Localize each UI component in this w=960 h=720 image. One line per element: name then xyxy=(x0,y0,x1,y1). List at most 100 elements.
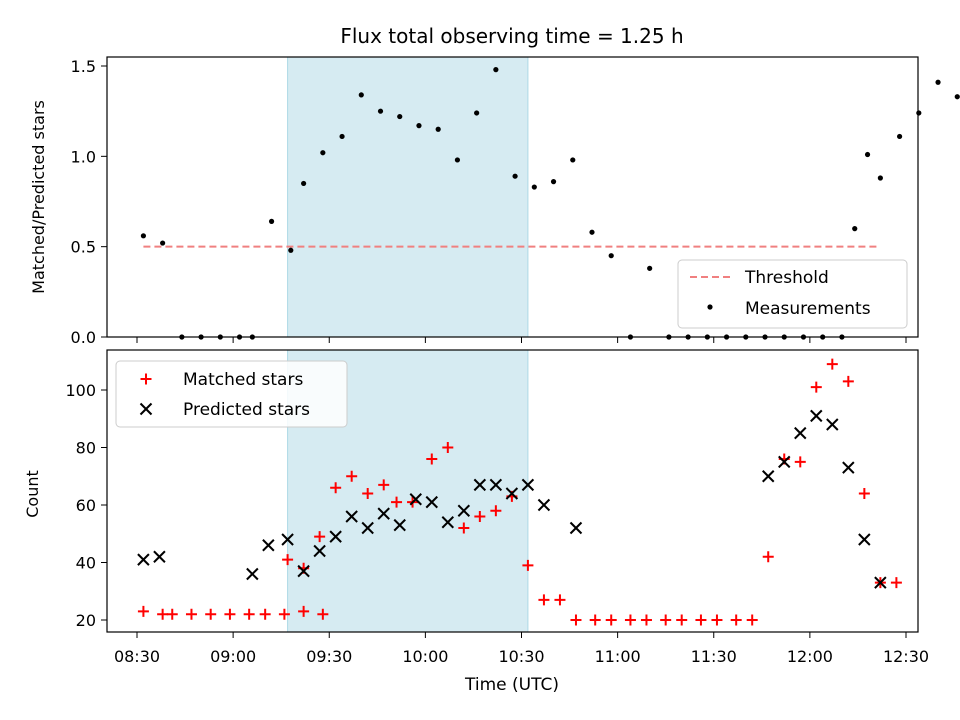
predicted-star-point xyxy=(826,418,839,431)
matched-star-point xyxy=(676,614,688,626)
matched-star-point xyxy=(362,488,374,499)
predicted-star-point xyxy=(521,478,535,492)
measurement-point xyxy=(589,229,595,235)
predicted-star-point xyxy=(858,533,871,546)
matched-star-point xyxy=(378,479,390,491)
measurement-point xyxy=(160,240,166,246)
measurement-point xyxy=(358,92,364,98)
matched-star-point xyxy=(624,614,636,626)
y-tick-label: 100 xyxy=(65,381,96,400)
matched-star-point xyxy=(570,614,582,626)
bottom-axes-frame xyxy=(106,349,919,633)
legend-matched-marker xyxy=(140,373,152,385)
matched-star-point xyxy=(490,505,502,517)
predicted-star-point xyxy=(345,510,358,523)
measurement-point xyxy=(339,133,345,140)
measurement-point xyxy=(140,233,147,239)
measurement-point xyxy=(877,175,883,181)
predicted-star-point xyxy=(313,544,326,558)
matched-star-point xyxy=(278,608,290,620)
matched-star-point xyxy=(794,456,806,468)
legend-measurements-swatch xyxy=(707,304,713,310)
legend-predicted-label: Predicted stars xyxy=(183,400,310,420)
measurement-point xyxy=(550,179,557,185)
bottom-legend: Matched stars Predicted stars xyxy=(115,360,348,428)
matched-star-point xyxy=(157,608,169,620)
measurement-point xyxy=(301,180,307,187)
legend-measurements-label: Measurements xyxy=(745,299,871,319)
y-tick-label: 40 xyxy=(76,554,96,573)
matched-star-point xyxy=(842,375,854,387)
matched-star-point xyxy=(426,453,438,465)
matched-star-point xyxy=(711,614,723,626)
predicted-star-point xyxy=(473,478,487,492)
top-legend-box xyxy=(677,259,908,329)
x-tick-label: 09:30 xyxy=(306,647,352,666)
measurement-point xyxy=(454,157,461,163)
predicted-star-point xyxy=(393,518,406,532)
matched-star-point xyxy=(391,496,403,508)
matched-star-point xyxy=(605,614,617,626)
matched-star-point xyxy=(205,608,217,620)
x-tick-label: 08:30 xyxy=(114,647,160,666)
predicted-star-point xyxy=(262,539,275,552)
measurement-point xyxy=(474,110,480,116)
matched-star-point xyxy=(589,614,601,626)
matched-star-point xyxy=(474,511,486,522)
bottom-y-ticks: 20 40 60 80 100 xyxy=(65,381,107,630)
y-tick-label: 80 xyxy=(76,439,96,458)
legend-predicted-marker xyxy=(139,402,153,416)
predicted-star-point xyxy=(810,409,823,423)
measurement-point xyxy=(647,265,653,271)
matched-star-point xyxy=(695,614,707,626)
measurement-point xyxy=(435,126,441,132)
matched-star-point xyxy=(224,608,236,620)
x-tick-label: 11:30 xyxy=(691,647,737,666)
predicted-star-point xyxy=(409,493,422,506)
measurement-point xyxy=(935,79,941,85)
top-measurement-points xyxy=(140,67,960,340)
predicted-star-point xyxy=(457,504,471,517)
top-axes-frame xyxy=(106,56,919,338)
predicted-star-point xyxy=(842,461,855,474)
matched-star-point xyxy=(554,594,566,606)
measurement-point xyxy=(377,108,384,114)
x-tick-label: 12:30 xyxy=(883,647,929,666)
measurement-point xyxy=(570,157,576,163)
measurement-point xyxy=(493,67,499,73)
predicted-star-point xyxy=(425,495,438,509)
measurement-point xyxy=(608,253,614,259)
predicted-star-point xyxy=(361,521,374,535)
y-tick-label: 1.0 xyxy=(71,147,96,166)
matched-star-point xyxy=(330,482,342,494)
x-tick-label: 09:00 xyxy=(210,647,256,666)
measurement-point xyxy=(512,173,518,179)
measurement-point xyxy=(397,113,403,120)
matched-stars-points xyxy=(137,358,902,626)
top-legend: Threshold Measurements xyxy=(677,259,908,329)
measurement-point xyxy=(320,150,326,156)
predicted-star-point xyxy=(778,455,791,469)
measurement-point xyxy=(852,226,858,232)
matched-star-point xyxy=(317,608,329,620)
bottom-legend-box xyxy=(115,360,348,428)
matched-star-point xyxy=(810,381,822,393)
measurement-point xyxy=(864,151,871,158)
matched-star-point xyxy=(858,488,870,499)
matched-star-point xyxy=(185,608,197,620)
predicted-star-point xyxy=(377,507,390,520)
matched-star-point xyxy=(282,554,294,566)
legend-predicted-swatch xyxy=(139,402,153,416)
matched-star-point xyxy=(243,608,255,620)
top-panel: 0.0 0.5 1.0 1.5 Flux total observing time =… xyxy=(29,24,960,347)
predicted-star-point xyxy=(569,521,583,535)
bottom-x-ticks: 08:30 09:00 09:30 10:00 10:30 11:00 11:30 12:00… xyxy=(114,632,929,666)
top-chart-title: Flux total observing time = 1.25 h xyxy=(340,24,683,48)
top-x-ticks xyxy=(136,337,907,343)
predicted-star-point xyxy=(874,576,887,589)
measurement-point xyxy=(954,94,960,100)
predicted-star-point xyxy=(329,530,342,543)
matched-star-point xyxy=(137,605,149,617)
matched-star-point xyxy=(890,577,902,589)
predicted-star-point xyxy=(537,498,551,512)
